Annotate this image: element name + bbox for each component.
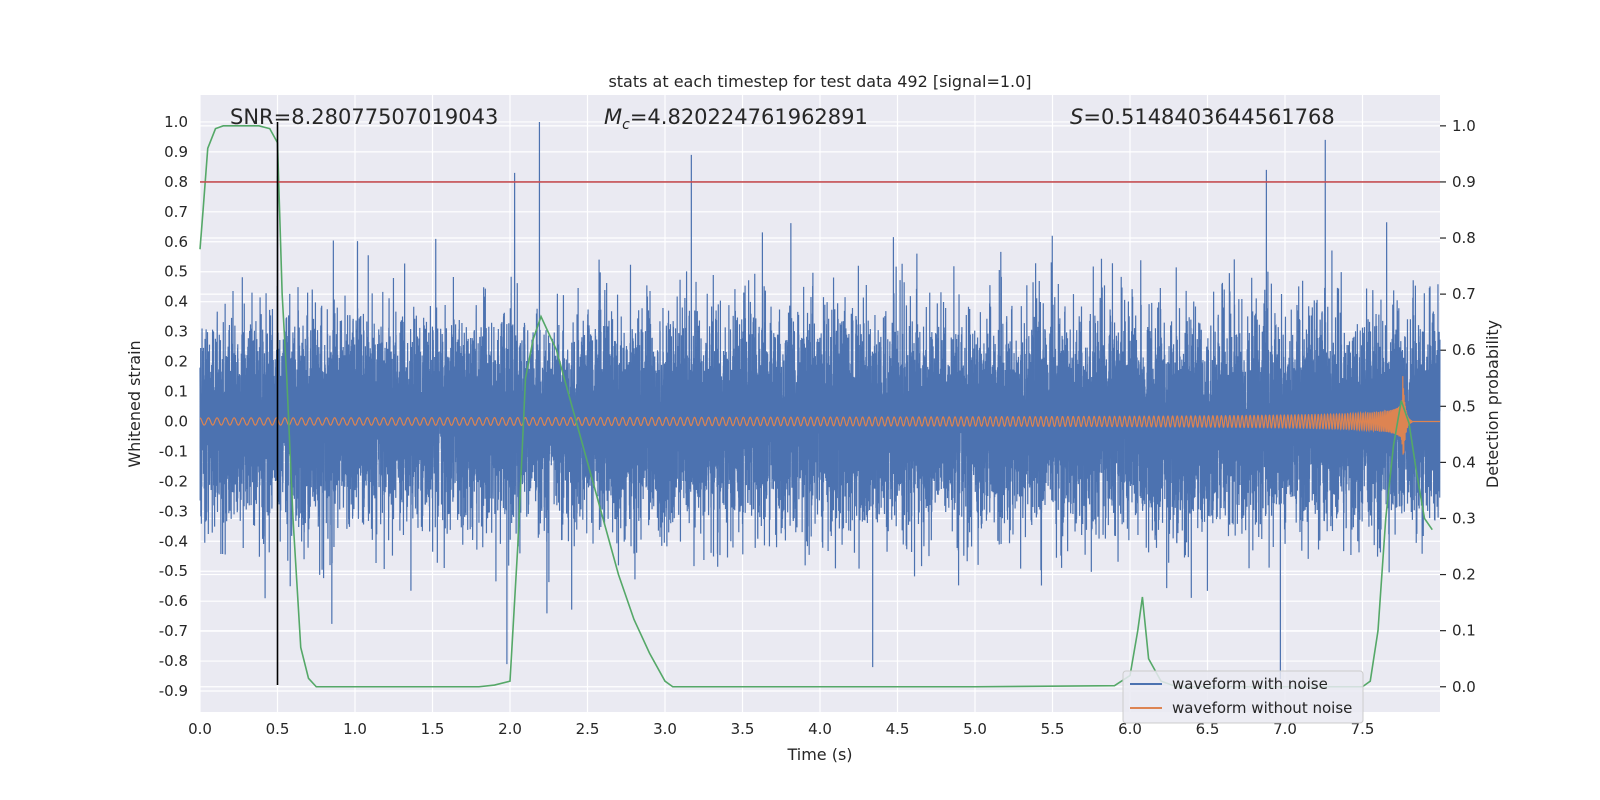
y-tick-label: -0.4 — [159, 532, 188, 550]
y-tick-label: -0.9 — [159, 682, 188, 700]
x-tick-label: 6.5 — [1196, 720, 1220, 738]
y-right-tick-label: 0.3 — [1452, 509, 1476, 527]
s-value: =0.5148403644561768 — [1083, 105, 1334, 129]
y-axis-label: Whitened strain — [125, 340, 144, 467]
x-tick-label: 1.0 — [343, 720, 367, 738]
y-right-tick-label: 0.7 — [1452, 285, 1476, 303]
y-tick-label: 0.8 — [164, 173, 188, 191]
y-right-axis-ticks: 1.0 0.9 0.8 0.7 0.6 0.5 0.4 0.3 0.2 0.1 0.0 — [1440, 117, 1476, 696]
y-tick-label: 0.5 — [164, 263, 188, 281]
x-tick-label: 4.5 — [886, 720, 910, 738]
mc-symbol: M — [604, 105, 622, 129]
y-right-tick-label: 0.6 — [1452, 341, 1476, 359]
legend-label-noise: waveform with noise — [1172, 675, 1328, 693]
mc-annotation: Mc=4.820224761962891 — [604, 105, 868, 133]
y-right-tick-label: 0.5 — [1452, 397, 1476, 415]
y-tick-label: 1.0 — [164, 113, 188, 131]
y-right-tick-label: 0.2 — [1452, 566, 1476, 584]
x-tick-label: 3.0 — [653, 720, 677, 738]
y-tick-label: -0.5 — [159, 562, 188, 580]
y-tick-label: 0.7 — [164, 203, 188, 221]
x-tick-label: 6.0 — [1118, 720, 1142, 738]
y-tick-label: 0.1 — [164, 383, 188, 401]
x-tick-label: 3.5 — [731, 720, 755, 738]
chart-title: stats at each timestep for test data 492… — [608, 72, 1031, 91]
y-tick-label: 0.0 — [164, 412, 188, 430]
mc-value: =4.820224761962891 — [630, 105, 868, 129]
y-tick-label: 0.4 — [164, 293, 188, 311]
y-tick-label: 0.9 — [164, 143, 188, 161]
y-tick-label: -0.7 — [159, 622, 188, 640]
y-tick-label: -0.6 — [159, 592, 188, 610]
legend-box — [1122, 670, 1364, 724]
y-tick-label: -0.1 — [159, 442, 188, 460]
x-tick-label: 4.0 — [808, 720, 832, 738]
y-right-tick-label: 1.0 — [1452, 117, 1476, 135]
x-tick-label: 0.5 — [266, 720, 290, 738]
snr-annotation: SNR=8.28077507019043 — [230, 105, 498, 129]
mc-subscript: c — [622, 117, 630, 133]
y-tick-label: 0.2 — [164, 353, 188, 371]
x-tick-label: 2.0 — [498, 720, 522, 738]
series-waveform-without-noise — [199, 376, 1440, 455]
y-tick-label: -0.8 — [159, 652, 188, 670]
x-tick-label: 1.5 — [421, 720, 445, 738]
legend-label-clean: waveform without noise — [1172, 699, 1352, 717]
x-tick-label: 2.5 — [576, 720, 600, 738]
x-tick-label: 7.5 — [1351, 720, 1375, 738]
y-right-tick-label: 0.0 — [1452, 678, 1476, 696]
s-annotation: S=0.5148403644561768 — [1070, 105, 1335, 129]
y-right-tick-label: 0.8 — [1452, 229, 1476, 247]
y-right-axis-label: Detection probability — [1483, 320, 1502, 488]
x-tick-label: 5.5 — [1041, 720, 1065, 738]
x-axis-ticks: 0.0 0.5 1.0 1.5 2.0 2.5 3.0 3.5 4.0 4.5 5.0 5.5 6.0 6… — [188, 720, 1374, 738]
legend: waveform with noise waveform without noi… — [1122, 670, 1364, 724]
s-symbol: S — [1070, 105, 1083, 129]
x-tick-label: 0.0 — [188, 720, 212, 738]
x-axis-label: Time (s) — [786, 745, 852, 764]
y-axis-ticks: 1.0 0.9 0.8 0.7 0.6 0.5 0.4 0.3 0.2 0.1 0.0 -0.1 -0.… — [159, 113, 188, 700]
y-right-tick-label: 0.9 — [1452, 173, 1476, 191]
y-tick-label: 0.3 — [164, 323, 188, 341]
y-tick-label: 0.6 — [164, 233, 188, 251]
y-tick-label: -0.3 — [159, 502, 188, 520]
x-tick-label: 5.0 — [963, 720, 987, 738]
y-right-tick-label: 0.1 — [1452, 622, 1476, 640]
y-tick-label: -0.2 — [159, 472, 188, 490]
x-tick-label: 7.0 — [1273, 720, 1297, 738]
y-right-tick-label: 0.4 — [1452, 453, 1476, 471]
